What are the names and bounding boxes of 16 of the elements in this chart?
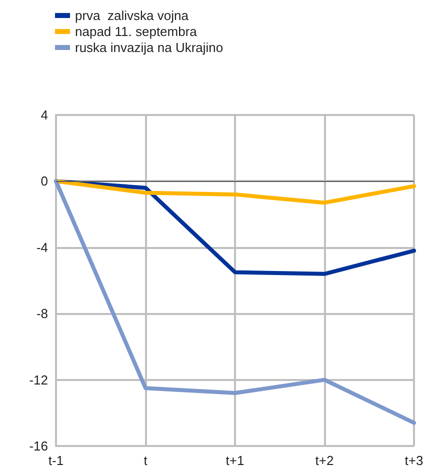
x-tick-label: t+2 — [315, 453, 334, 468]
x-tick-label: t+1 — [226, 453, 244, 468]
y-tick-label: -12 — [29, 372, 48, 388]
y-tick-label: -16 — [29, 438, 48, 454]
y-tick-label: -8 — [36, 306, 48, 322]
legend-label: ruska invazija na Ukrajino — [75, 40, 224, 55]
y-tick-label: -4 — [36, 240, 48, 255]
line-series — [54, 179, 416, 205]
legend-label: napad 11. septembra — [75, 24, 198, 39]
x-tick-label: t-1 — [48, 453, 64, 468]
x-tick-label: t — [144, 453, 148, 468]
x-tick-label: t+3 — [404, 453, 424, 468]
y-tick-label: 0 — [40, 174, 48, 189]
line-series — [54, 179, 416, 425]
y-tick-label: 4 — [40, 108, 48, 122]
legend-label: prva zalivska vojna — [75, 8, 190, 23]
